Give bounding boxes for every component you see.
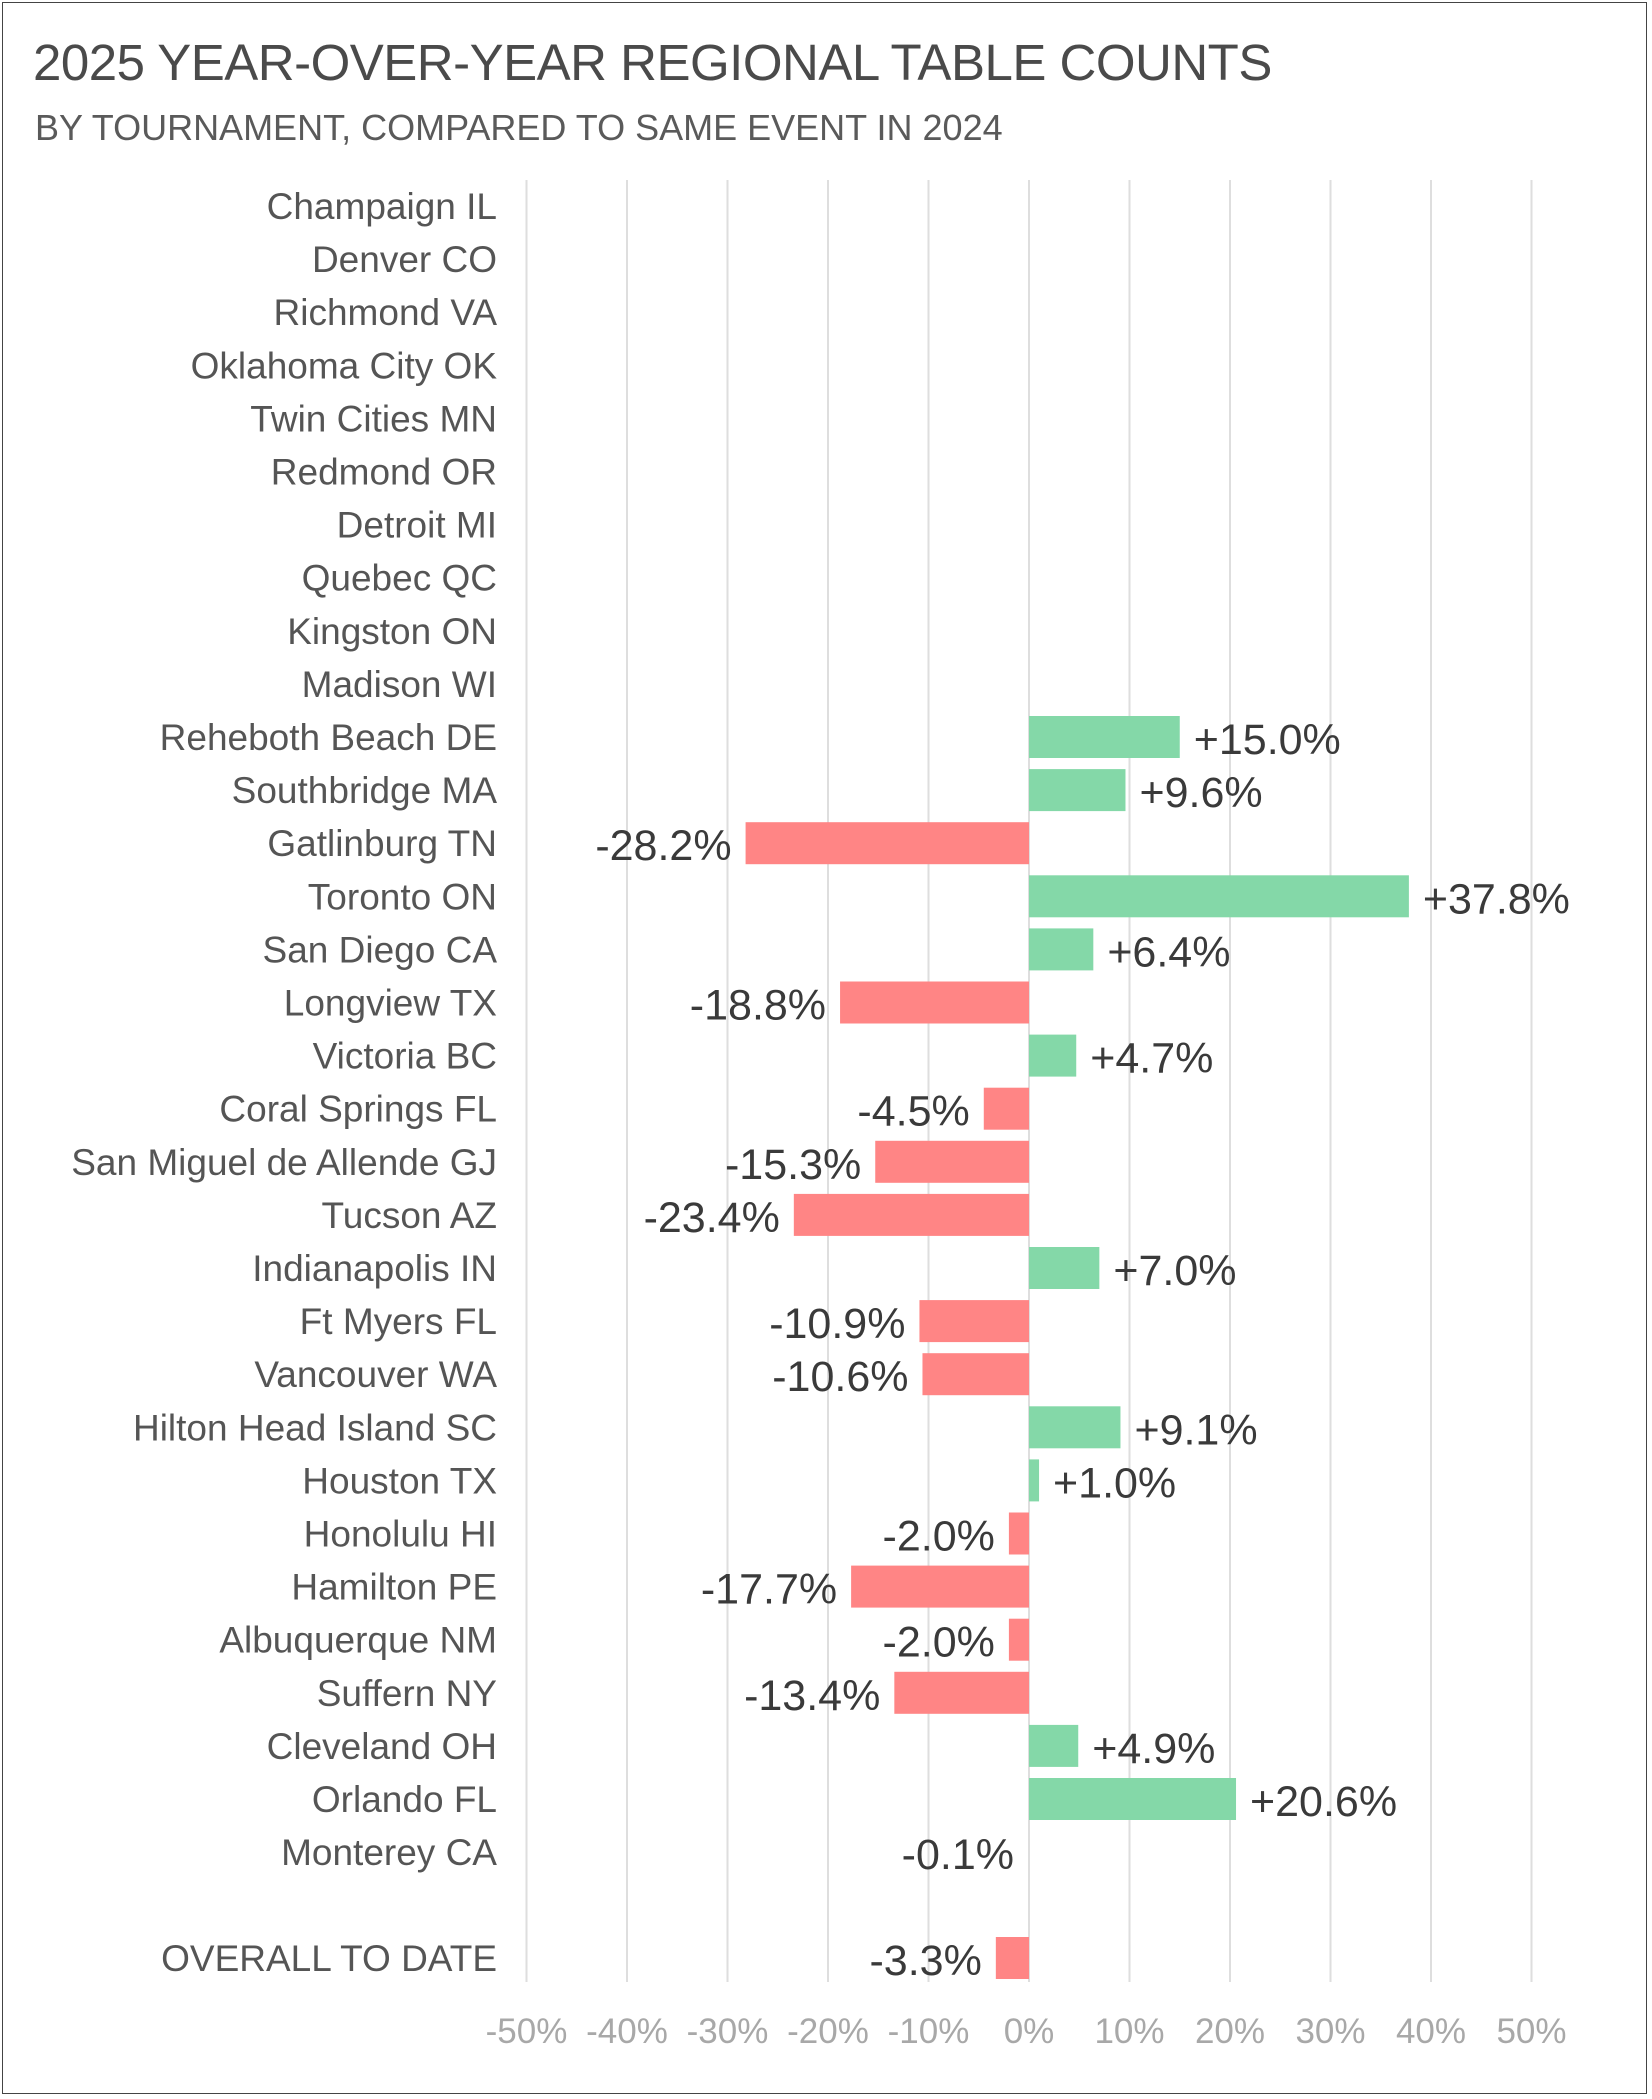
bar-negative	[894, 1671, 1029, 1714]
category-label: Toronto ON	[308, 876, 497, 917]
bar-negative	[983, 1087, 1029, 1130]
data-label: +9.6%	[1139, 769, 1262, 817]
bar-negative	[1008, 1618, 1029, 1661]
category-label: Madison WI	[302, 664, 497, 705]
category-label: Denver CO	[312, 239, 497, 280]
category-label: Honolulu HI	[304, 1514, 497, 1555]
chart-subtitle: BY TOURNAMENT, COMPARED TO SAME EVENT IN…	[35, 107, 1003, 148]
data-label: -4.5%	[857, 1088, 969, 1136]
data-label: -17.7%	[701, 1566, 837, 1614]
x-tick-label: 40%	[1396, 2012, 1466, 2051]
bar-negative	[793, 1193, 1029, 1236]
data-label: -18.8%	[690, 982, 826, 1030]
category-label: Vancouver WA	[254, 1354, 497, 1395]
category-label: Cleveland OH	[267, 1726, 497, 1767]
x-tick-label: -20%	[787, 2012, 869, 2051]
bar-positive	[1029, 716, 1180, 758]
data-label: +7.0%	[1113, 1247, 1236, 1295]
x-tick-label: -30%	[687, 2012, 769, 2051]
bar-negative	[875, 1140, 1029, 1183]
category-labels: Champaign IL Denver CO Richmond VA Oklahoma…	[71, 186, 497, 1979]
category-label: Reheboth Beach DE	[160, 717, 497, 758]
x-tick-label: 20%	[1195, 2012, 1265, 2051]
category-label: Hilton Head Island SC	[133, 1407, 497, 1448]
category-label: Twin Cities MN	[250, 398, 497, 439]
x-tick-label: 0%	[1004, 2012, 1055, 2051]
bar-negative	[922, 1353, 1029, 1396]
data-label: -23.4%	[644, 1194, 780, 1242]
data-label: -2.0%	[883, 1513, 995, 1561]
data-label: -10.6%	[772, 1353, 908, 1401]
bar-positive	[1029, 769, 1126, 812]
category-label: OVERALL TO DATE	[161, 1938, 497, 1979]
x-tick-label: -40%	[586, 2012, 668, 2051]
category-label: Kingston ON	[287, 611, 497, 652]
category-label: Detroit MI	[337, 505, 497, 546]
category-label: Suffern NY	[317, 1673, 497, 1714]
category-label: Hamilton PE	[291, 1567, 497, 1608]
data-label: +4.9%	[1092, 1725, 1215, 1773]
category-label: San Miguel de Allende GJ	[71, 1142, 497, 1183]
category-label: Victoria BC	[313, 1036, 497, 1077]
data-label: -15.3%	[725, 1141, 861, 1189]
category-label: Ft Myers FL	[300, 1301, 497, 1342]
category-label: Monterey CA	[281, 1832, 497, 1873]
category-label: Champaign IL	[267, 186, 497, 227]
bar-positive	[1029, 1459, 1040, 1502]
category-label: Houston TX	[302, 1460, 497, 1501]
x-tick-label: -10%	[888, 2012, 970, 2051]
category-label: Longview TX	[284, 983, 497, 1024]
category-label: Southbridge MA	[232, 770, 498, 811]
data-label: -10.9%	[769, 1300, 905, 1348]
category-label: Orlando FL	[312, 1779, 497, 1820]
bar-negative	[995, 1937, 1029, 1979]
data-label: +6.4%	[1107, 928, 1230, 976]
category-label: Redmond OR	[271, 452, 497, 493]
bar-positive	[1029, 1778, 1237, 1820]
x-tick-label: 10%	[1094, 2012, 1164, 2051]
data-label: +20.6%	[1250, 1778, 1397, 1826]
bar-positive	[1029, 928, 1094, 971]
category-label: Richmond VA	[274, 292, 498, 333]
bar-positive	[1029, 1406, 1121, 1449]
x-tick-label: -50%	[486, 2012, 568, 2051]
bar-positive	[1029, 1034, 1077, 1077]
bar-negative	[919, 1300, 1029, 1343]
category-label: Albuquerque NM	[219, 1620, 497, 1661]
data-label: -0.1%	[902, 1831, 1014, 1879]
bars	[745, 716, 1409, 1979]
data-label: +37.8%	[1423, 875, 1570, 923]
category-label: Gatlinburg TN	[267, 823, 497, 864]
data-label: +4.7%	[1090, 1035, 1213, 1083]
category-label: San Diego CA	[263, 929, 498, 970]
data-label: -2.0%	[883, 1619, 995, 1667]
bar-negative	[745, 822, 1029, 865]
bar-positive	[1029, 1724, 1079, 1767]
gridlines	[525, 180, 1533, 1982]
bar-positive	[1029, 1247, 1100, 1289]
x-tick-label: 30%	[1295, 2012, 1365, 2051]
category-label: Coral Springs FL	[219, 1089, 497, 1130]
data-label: -3.3%	[869, 1937, 981, 1985]
data-label: +15.0%	[1194, 716, 1341, 764]
bar-negative	[840, 981, 1029, 1024]
value-labels: +15.0% +9.6% -28.2% +37.8% +6.4% -18.8% +4.7% -…	[595, 716, 1570, 1985]
bar-negative	[851, 1565, 1029, 1608]
data-label: +1.0%	[1053, 1459, 1176, 1507]
data-label: -28.2%	[595, 822, 731, 870]
bar-negative	[1008, 1512, 1029, 1555]
category-label: Tucson AZ	[322, 1195, 497, 1236]
data-label: -13.4%	[744, 1672, 880, 1720]
category-label: Oklahoma City OK	[191, 345, 498, 386]
category-label: Indianapolis IN	[252, 1248, 497, 1289]
data-label: +9.1%	[1134, 1406, 1257, 1454]
bar-positive	[1029, 875, 1409, 918]
x-tick-label: 50%	[1496, 2012, 1566, 2051]
chart-title: 2025 YEAR-OVER-YEAR REGIONAL TABLE COUNT…	[33, 34, 1272, 91]
category-label: Quebec QC	[302, 558, 497, 599]
x-axis-ticks: -50% -40% -30% -20% -10% 0% 10% 20% 30% 40% 50%	[486, 2012, 1567, 2051]
